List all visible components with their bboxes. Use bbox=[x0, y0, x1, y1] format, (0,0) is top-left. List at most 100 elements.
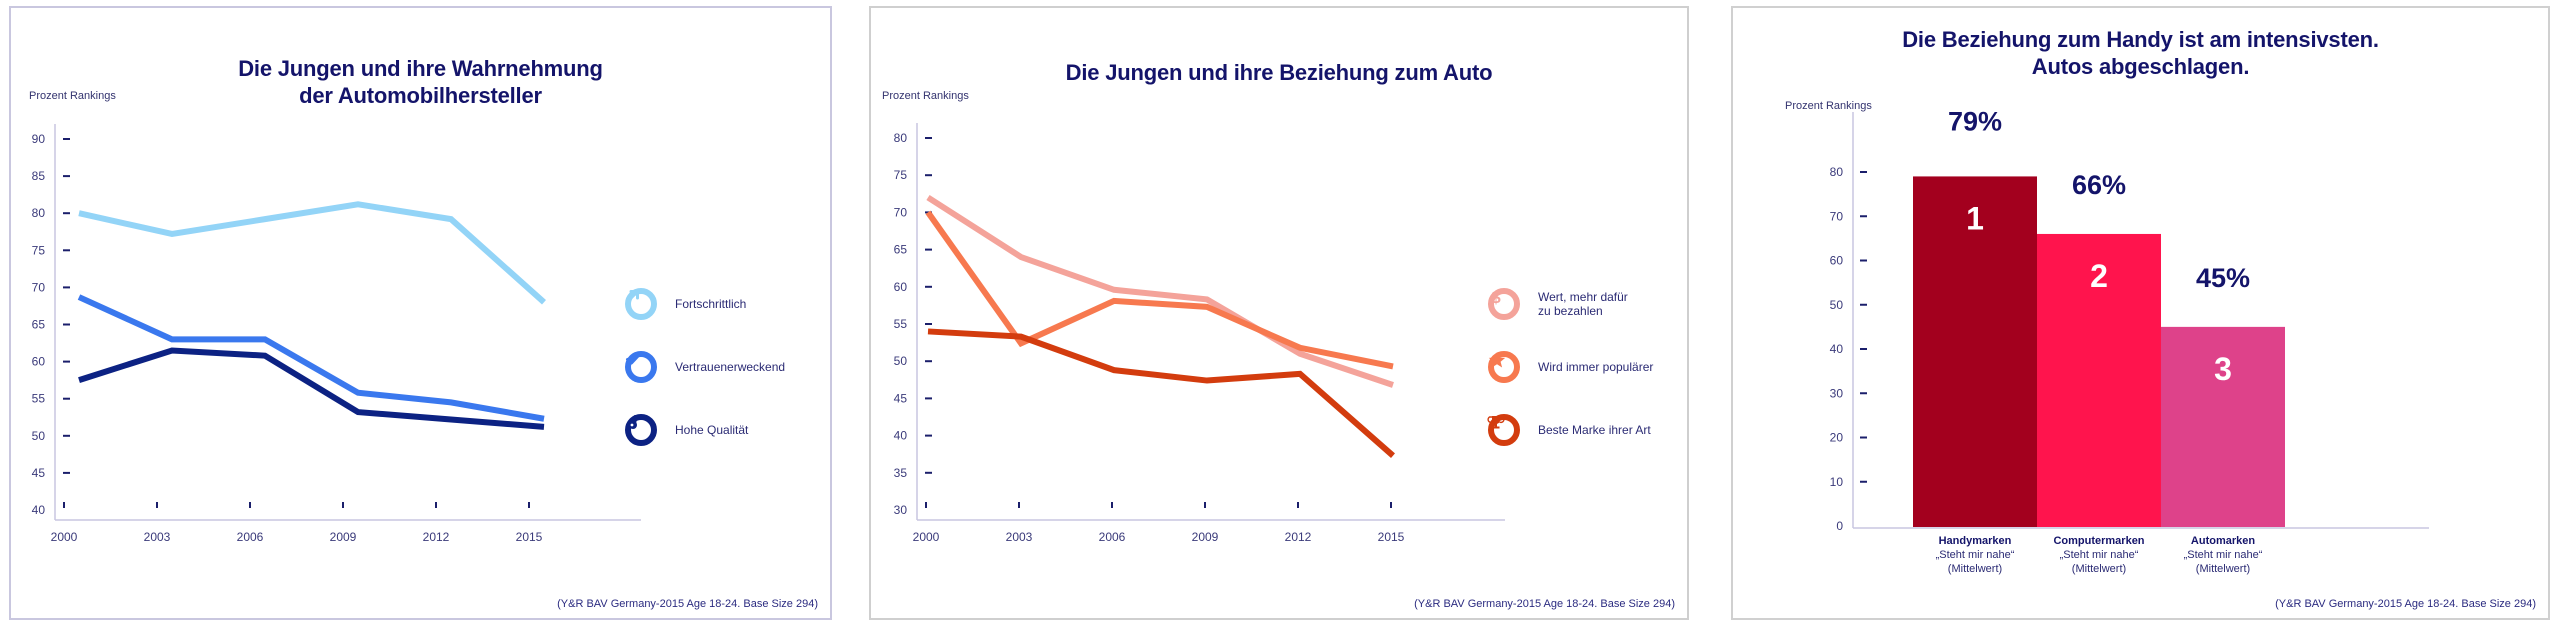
bar-value-label: 79% bbox=[1948, 106, 2002, 136]
y-tick-label: 70 bbox=[894, 205, 908, 219]
legend-label: Wird immer populärer bbox=[1538, 360, 1653, 374]
category-sublabel: (Mittelwert) bbox=[2195, 563, 2251, 575]
chart-panel-perception: Die Jungen und ihre Wahrnehmung der Auto… bbox=[9, 6, 832, 620]
y-tick-label: 80 bbox=[32, 206, 46, 220]
y-axis-label: Prozent Rankings bbox=[29, 90, 116, 102]
y-tick-label: 85 bbox=[32, 169, 46, 183]
y-tick-label: 80 bbox=[1830, 165, 1844, 179]
y-tick-label: 90 bbox=[32, 132, 46, 146]
category-sublabel: (Mittelwert) bbox=[1947, 563, 2003, 575]
ok-hand-icon bbox=[625, 414, 657, 446]
category-sublabel: „Steht mir nahe“ bbox=[2059, 549, 2139, 561]
series-line-beste-marke-ihrer-art bbox=[927, 328, 1395, 458]
x-category-label: Handymarken „Steht mir nahe“ (Mittelwert) bbox=[1910, 534, 2040, 576]
y-tick-label: 0 bbox=[1836, 519, 1843, 533]
legend-label: Hohe Qualität bbox=[675, 423, 748, 437]
legend-label: Vertrauenerweckend bbox=[675, 360, 785, 374]
dollar-icon: $ bbox=[1488, 288, 1520, 320]
bar-value-label: 45% bbox=[2196, 263, 2250, 293]
legend-label-line: zu bezahlen bbox=[1538, 304, 1603, 318]
x-tick-label: 2006 bbox=[237, 530, 264, 544]
trophy-icon bbox=[1487, 414, 1520, 446]
y-tick-label: 30 bbox=[894, 503, 908, 517]
legend-label-line: Vertrauenerweckend bbox=[675, 360, 786, 374]
svg-text:$: $ bbox=[1491, 288, 1501, 307]
legend-item: Wird immer populärer bbox=[1488, 351, 1653, 383]
chart-title: Die Jungen und ihre Beziehung zum Auto bbox=[871, 59, 1687, 86]
line-chart-relationship-car: 30 35 40 45 50 55 60 65 70 75 80 2000 2003 2006 2009 20… bbox=[894, 123, 1505, 544]
legend-item: Vertrauenerweckend bbox=[625, 351, 785, 383]
chart-title-line-2: der Automobilhersteller bbox=[299, 83, 542, 108]
series-line-vertrauenerweckend bbox=[77, 294, 545, 422]
x-tick-label: 2009 bbox=[1192, 530, 1219, 544]
category-name: Handymarken bbox=[1938, 535, 2012, 547]
arrow-up-right-icon bbox=[625, 288, 657, 320]
x-category-label: Automarken „Steht mir nahe“ (Mittelwert) bbox=[2158, 534, 2288, 576]
x-category-label: Computermarken „Steht mir nahe“ (Mittelwer… bbox=[2034, 534, 2164, 576]
bar-chart-brand-relationship: 0 10 20 30 40 50 60 70 80 1 79% 2 66% 3 45% bbox=[1830, 106, 2429, 533]
bar-handymarken bbox=[1913, 176, 2037, 528]
legend-label-line: Beste Marke ihrer Art bbox=[1538, 423, 1651, 437]
y-tick-label: 40 bbox=[1830, 342, 1844, 356]
category-sublabel: „Steht mir nahe“ bbox=[2183, 549, 2263, 561]
legend-label-line: Wert, mehr dafür bbox=[1538, 290, 1628, 304]
bar-rank-label: 1 bbox=[1966, 200, 1984, 236]
bar-rank-label: 2 bbox=[2090, 258, 2108, 294]
y-tick-label: 50 bbox=[1830, 298, 1844, 312]
y-tick-label: 60 bbox=[894, 280, 908, 294]
x-tick-label: 2009 bbox=[330, 530, 357, 544]
legend-item: Beste Marke ihrer Art bbox=[1487, 414, 1651, 446]
category-sublabel: (Mittelwert) bbox=[2071, 563, 2127, 575]
chart-title-line-1: Die Jungen und ihre Wahrnehmung bbox=[238, 56, 603, 81]
x-tick-label: 2015 bbox=[516, 530, 543, 544]
y-tick-label: 45 bbox=[32, 466, 46, 480]
x-tick-label: 2000 bbox=[913, 530, 940, 544]
category-name: Computermarken bbox=[2053, 535, 2145, 547]
category-name: Automarken bbox=[2190, 535, 2256, 547]
chart-title-line-1: Die Jungen und ihre Beziehung zum Auto bbox=[1065, 60, 1493, 85]
checkmark-icon bbox=[625, 351, 657, 383]
y-axis-label: Prozent Rankings bbox=[882, 90, 969, 102]
source-note: (Y&R BAV Germany-2015 Age 18-24. Base Si… bbox=[2275, 598, 2536, 610]
legend-item: Fortschrittlich bbox=[625, 288, 746, 320]
y-tick-label: 40 bbox=[894, 429, 908, 443]
y-tick-label: 75 bbox=[32, 243, 46, 257]
legend-label: Fortschrittlich bbox=[675, 297, 746, 311]
x-tick-label: 2015 bbox=[1378, 530, 1405, 544]
y-tick-label: 50 bbox=[894, 354, 908, 368]
y-tick-label: 40 bbox=[32, 503, 46, 517]
y-tick-label: 20 bbox=[1830, 431, 1844, 445]
legend-label: Wert, mehr dafür zu bezahlen bbox=[1538, 290, 1628, 318]
y-tick-label: 80 bbox=[894, 131, 908, 145]
source-note: (Y&R BAV Germany-2015 Age 18-24. Base Si… bbox=[557, 598, 818, 610]
y-tick-label: 30 bbox=[1830, 386, 1844, 400]
legend-item: $ Wert, mehr dafür zu bezahlen bbox=[1488, 288, 1628, 320]
line-chart-perception: 40 45 50 55 60 65 70 75 80 85 90 2000 2003 2006 2009 20… bbox=[32, 124, 641, 544]
chart-title-line-1: Die Beziehung zum Handy ist am intensivs… bbox=[1902, 27, 2379, 52]
y-tick-label: 10 bbox=[1830, 475, 1844, 489]
y-tick-label: 35 bbox=[894, 466, 908, 480]
x-tick-label: 2006 bbox=[1099, 530, 1126, 544]
y-tick-label: 70 bbox=[1830, 209, 1844, 223]
star-icon bbox=[1488, 351, 1520, 383]
legend-label-line: Hohe Qualität bbox=[675, 423, 749, 437]
legend-item: Hohe Qualität bbox=[625, 414, 748, 446]
series-line-wert-mehr-daf-r-zu-bezahlen bbox=[926, 194, 1394, 388]
chart-panel-brand-relationship: Die Beziehung zum Handy ist am intensivs… bbox=[1731, 6, 2550, 620]
y-tick-label: 60 bbox=[32, 355, 46, 369]
x-tick-label: 2012 bbox=[1285, 530, 1312, 544]
x-tick-label: 2003 bbox=[144, 530, 171, 544]
chart-title: Die Jungen und ihre Wahrnehmung der Auto… bbox=[11, 55, 830, 109]
series-line-fortschrittlich bbox=[78, 201, 546, 305]
category-sublabel: „Steht mir nahe“ bbox=[1935, 549, 2015, 561]
chart-title: Die Beziehung zum Handy ist am intensivs… bbox=[1733, 26, 2548, 80]
y-tick-label: 65 bbox=[894, 243, 908, 257]
y-tick-label: 45 bbox=[894, 391, 908, 405]
y-tick-label: 70 bbox=[32, 280, 46, 294]
chart-panel-relationship-car: Die Jungen und ihre Beziehung zum Auto P… bbox=[869, 6, 1689, 620]
series-line-wird-immer-popul-rer bbox=[925, 210, 1394, 370]
bar-value-label: 66% bbox=[2072, 170, 2126, 200]
y-tick-label: 55 bbox=[32, 392, 46, 406]
bar-automarken bbox=[2161, 326, 2285, 527]
source-note: (Y&R BAV Germany-2015 Age 18-24. Base Si… bbox=[1414, 598, 1675, 610]
